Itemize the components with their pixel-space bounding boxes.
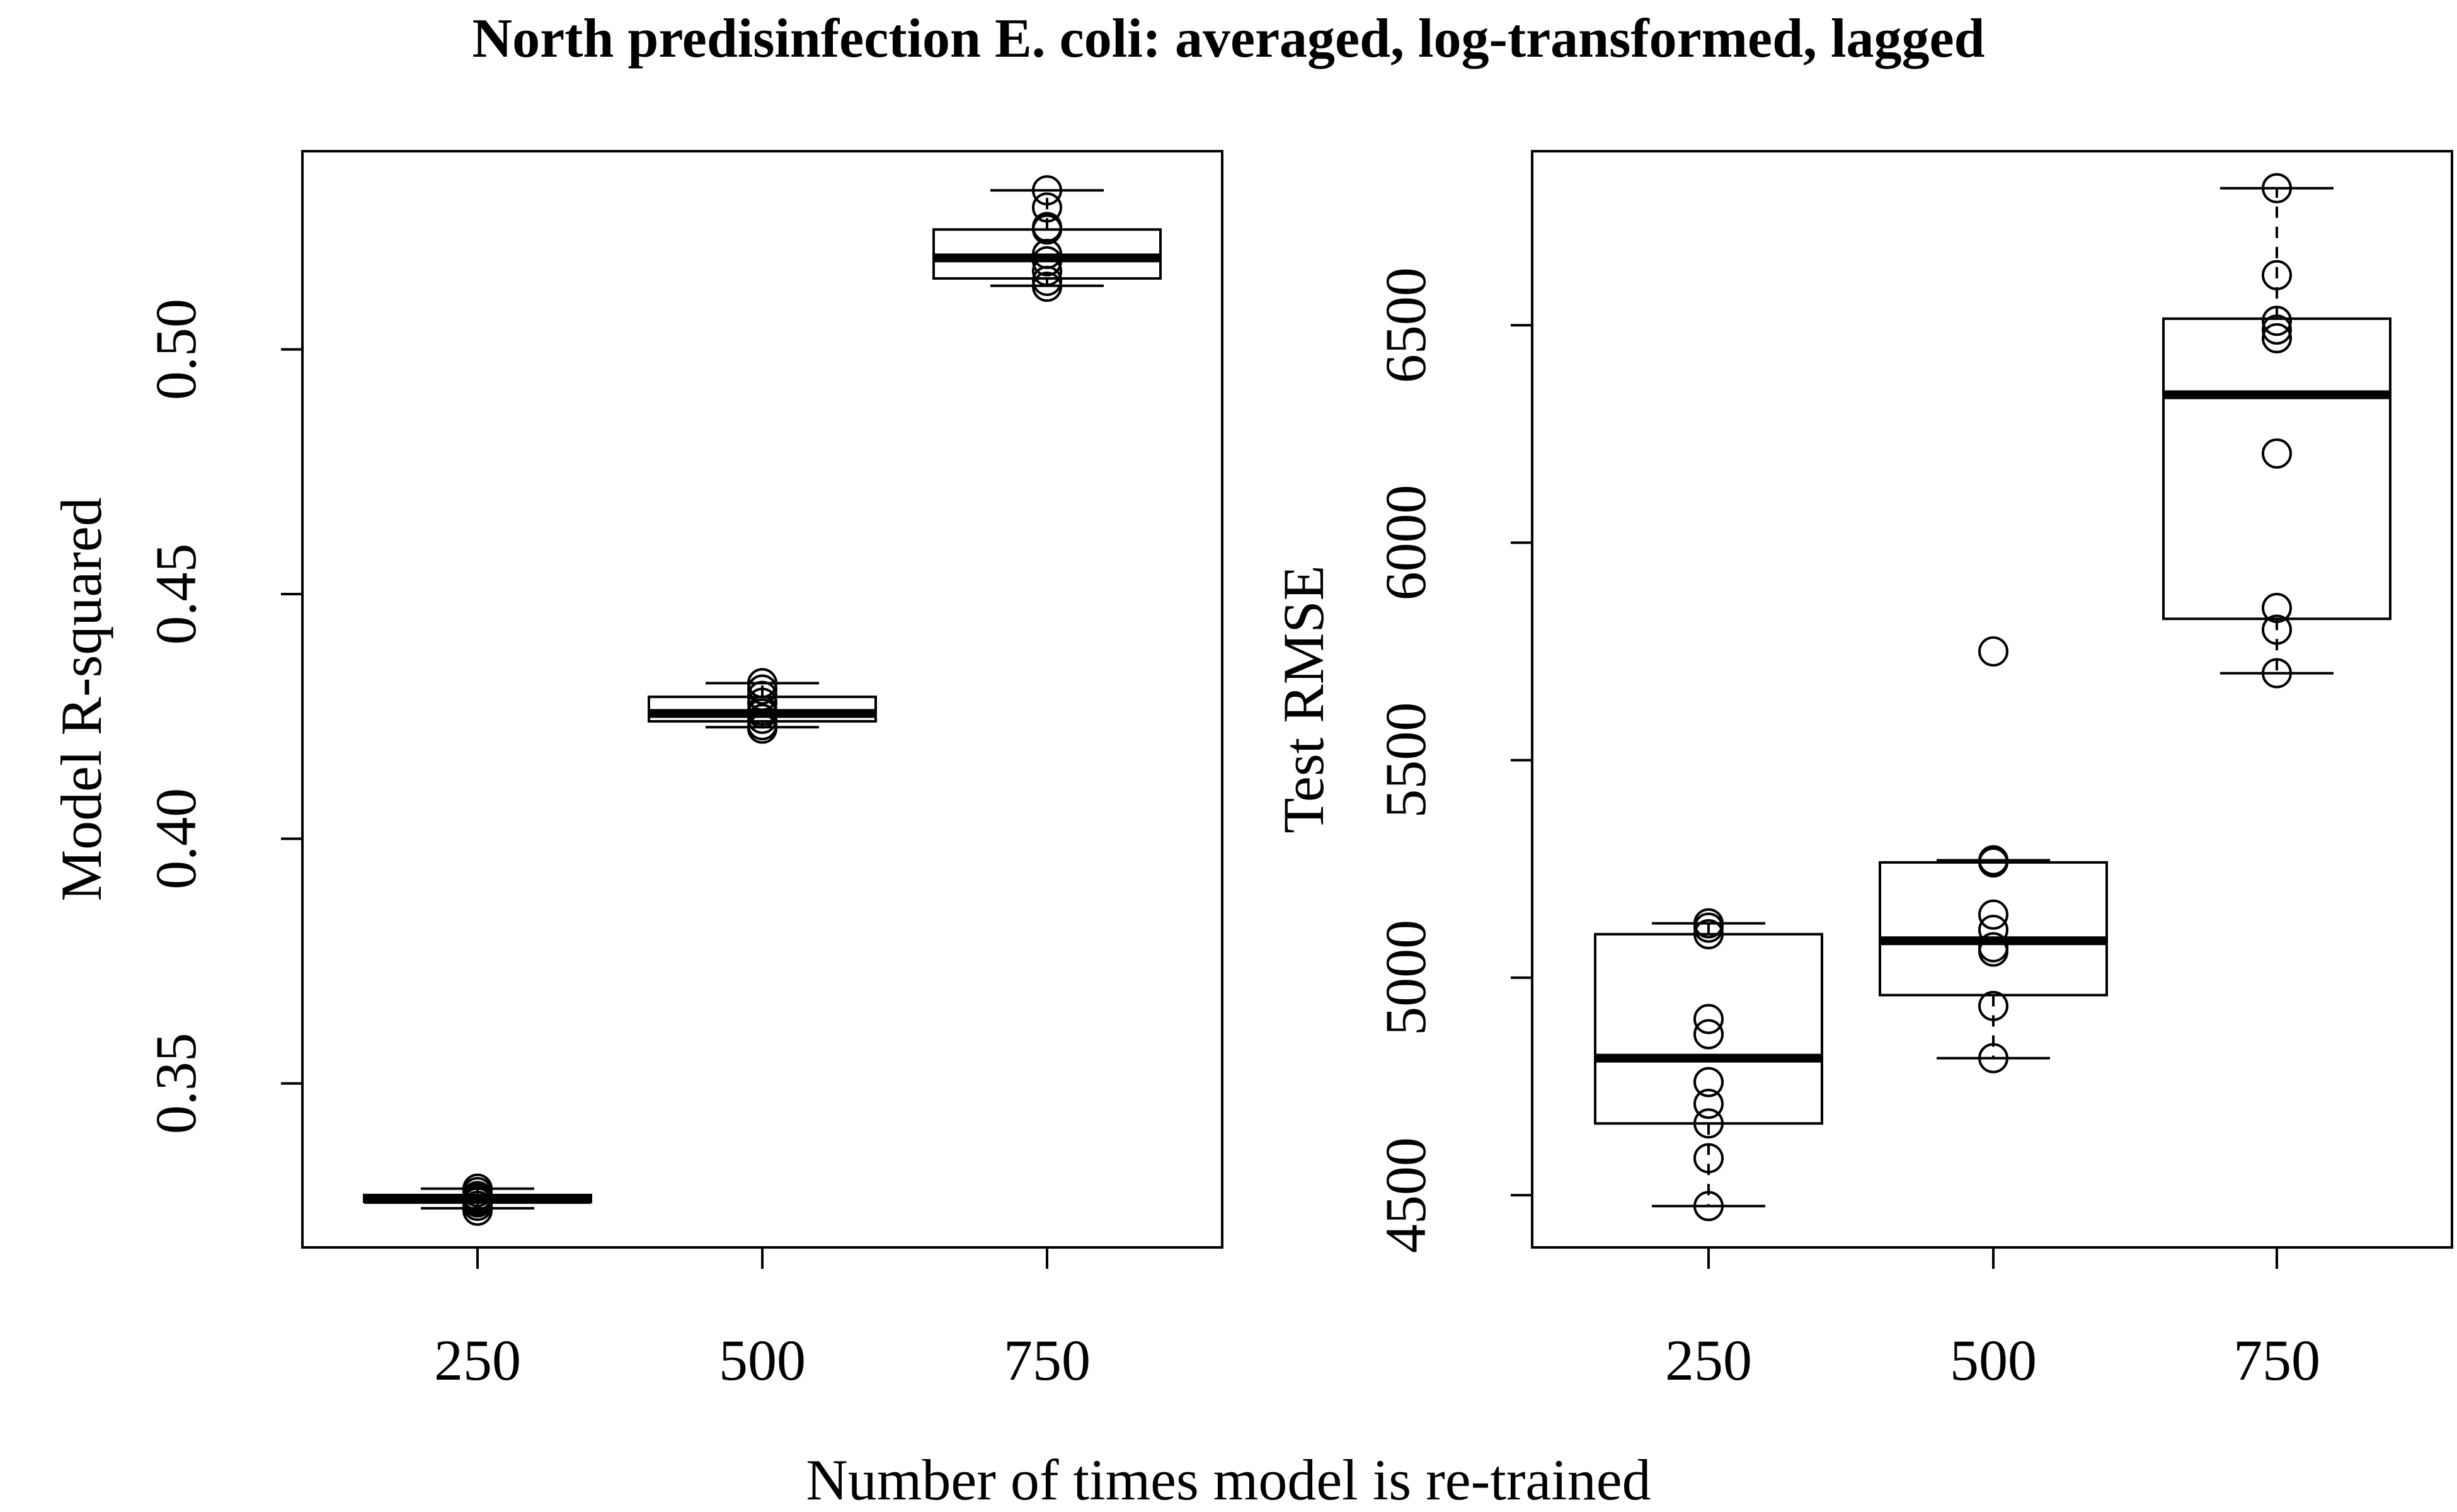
rsq-data-point bbox=[747, 710, 777, 741]
chart-title: North predisinfection E. coli: averaged,… bbox=[472, 8, 1985, 69]
rmse-data-point bbox=[1693, 908, 1724, 939]
rmse-y-tick-label: 5000 bbox=[1373, 920, 1438, 1036]
rsq-data-point bbox=[462, 1173, 493, 1204]
rmse-y-tick-label: 4500 bbox=[1373, 1137, 1438, 1253]
rmse-data-point bbox=[2262, 438, 2292, 469]
rsq-data-point bbox=[1032, 246, 1062, 277]
rmse-data-point bbox=[1978, 845, 2008, 876]
r-squared-panel: 0.35 0.40 0.45 0.50 Model R-squared 250 500 750 bbox=[49, 150, 1223, 1392]
rsq-x-tick-label: 750 bbox=[1004, 1328, 1091, 1392]
rmse-data-point bbox=[1693, 1191, 1724, 1222]
rmse-y-tick-label: 6000 bbox=[1373, 484, 1438, 600]
rmse-data-point bbox=[1978, 932, 2008, 963]
rmse-data-point bbox=[1978, 899, 2008, 930]
rmse-data-point bbox=[1693, 1067, 1724, 1097]
rmse-data-point bbox=[1693, 919, 1724, 949]
rmse-data-point bbox=[1693, 1089, 1724, 1120]
x-axis-title: Number of times model is re-trained bbox=[806, 1448, 1651, 1512]
iqr-box bbox=[2162, 317, 2391, 621]
rsq-y-axis-title: Model R-squared bbox=[49, 497, 113, 901]
rsq-y-tick-label: 0.45 bbox=[144, 543, 208, 644]
rsq-data-point bbox=[1032, 212, 1062, 243]
rsq-x-tick-label: 500 bbox=[719, 1328, 806, 1392]
rmse-data-point bbox=[1978, 1043, 2008, 1074]
rmse-panel: 4500 5000 5500 6000 6500 Test RMSE 250 500 750 bbox=[1271, 150, 2453, 1392]
rmse-x-tick-label: 500 bbox=[1950, 1328, 2037, 1392]
iqr-box bbox=[1594, 932, 1823, 1125]
rsq-y-tick-label: 0.35 bbox=[144, 1033, 208, 1134]
rsq-y-tick-label: 0.40 bbox=[144, 788, 208, 890]
rmse-data-point bbox=[1693, 1143, 1724, 1174]
rmse-data-point bbox=[2262, 314, 2292, 345]
rmse-data-point bbox=[1693, 1019, 1724, 1050]
rmse-data-point bbox=[2262, 658, 2292, 689]
rmse-data-point bbox=[2262, 306, 2292, 336]
rmse-data-point bbox=[2262, 260, 2292, 290]
rmse-data-point bbox=[1978, 636, 2008, 667]
rsq-data-point bbox=[1032, 256, 1062, 287]
rmse-y-tick-label: 5500 bbox=[1373, 702, 1438, 818]
rsq-data-point bbox=[1032, 192, 1062, 223]
rmse-box-500 bbox=[1879, 859, 2108, 1060]
rsq-data-point bbox=[747, 687, 777, 718]
rmse-x-tick-label: 250 bbox=[1665, 1328, 1752, 1392]
rmse-data-point bbox=[2262, 593, 2292, 623]
rmse-box-250 bbox=[1594, 922, 1823, 1208]
rmse-y-tick-label: 6500 bbox=[1373, 267, 1438, 383]
rsq-data-point bbox=[747, 668, 777, 699]
rmse-data-point bbox=[1978, 990, 2008, 1021]
rmse-data-point bbox=[2262, 323, 2292, 353]
rsq-y-tick-label: 0.50 bbox=[144, 299, 208, 400]
rmse-data-point bbox=[2262, 173, 2292, 203]
rmse-data-point bbox=[2262, 614, 2292, 645]
rmse-y-axis-title: Test RMSE bbox=[1271, 565, 1336, 833]
rmse-data-point bbox=[1978, 914, 2008, 945]
rsq-data-point bbox=[1032, 175, 1062, 206]
rmse-data-point bbox=[1693, 1004, 1724, 1034]
rmse-data-point bbox=[1693, 1108, 1724, 1139]
rsq-data-point bbox=[747, 680, 777, 711]
rsq-data-point bbox=[747, 674, 777, 705]
rsq-x-tick-label: 250 bbox=[434, 1328, 521, 1392]
rmse-box-750 bbox=[2162, 186, 2391, 675]
rmse-x-tick-label: 750 bbox=[2233, 1328, 2320, 1392]
